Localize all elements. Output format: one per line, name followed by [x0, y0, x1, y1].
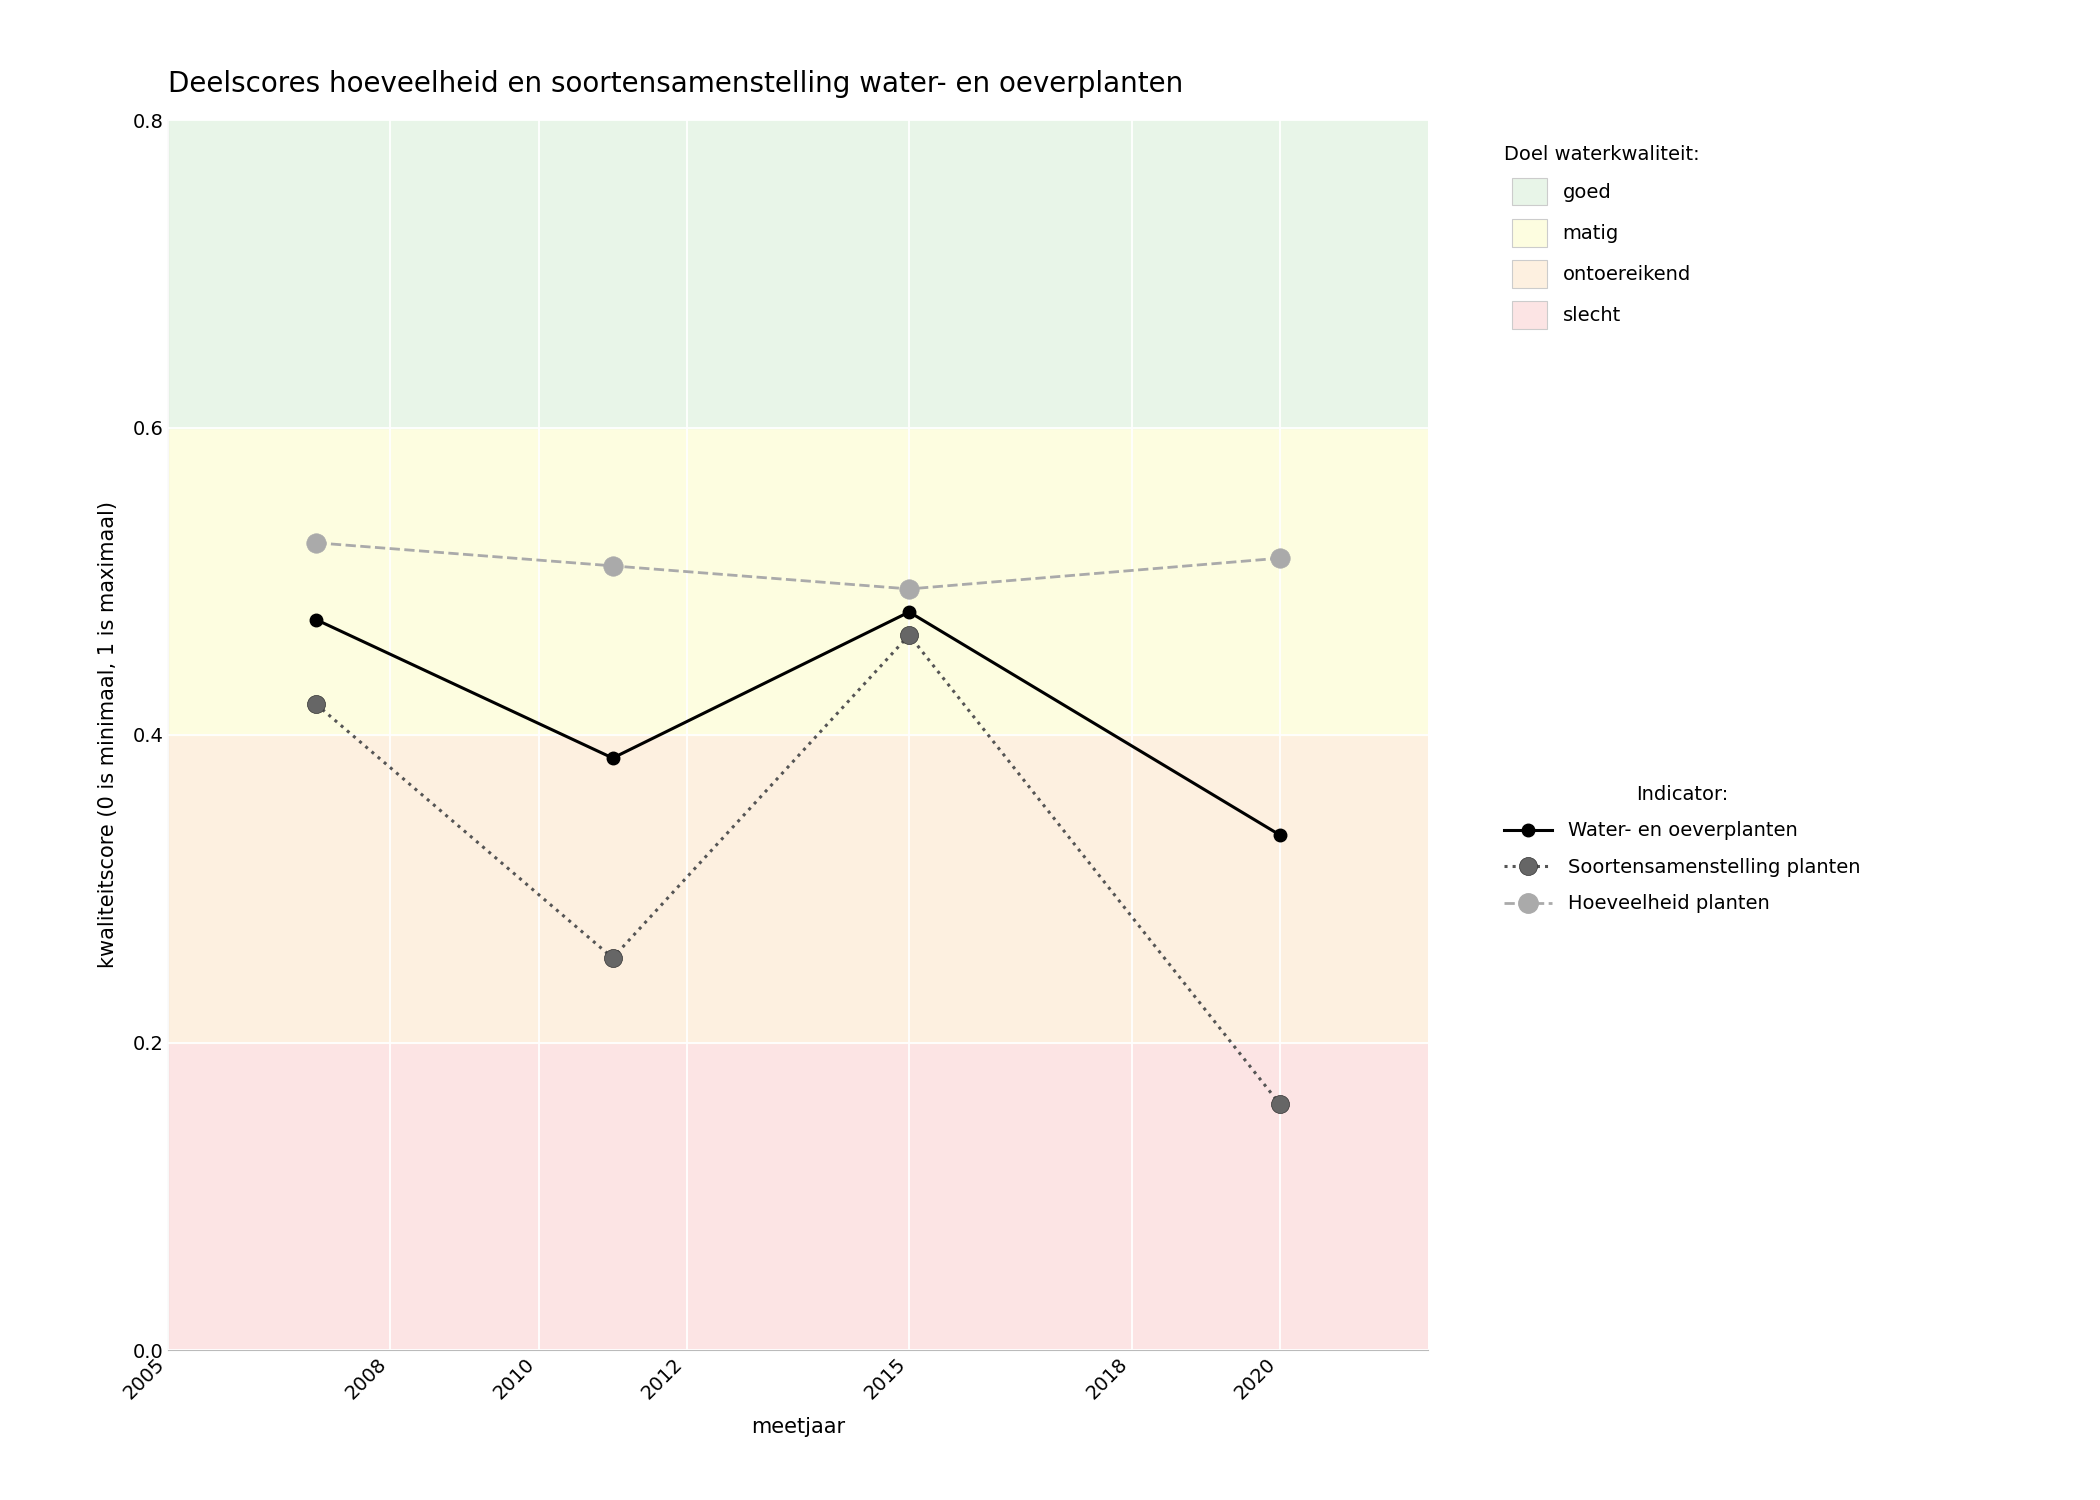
Bar [168, 1042, 1428, 1350]
Bar [168, 120, 1428, 427]
Bar [168, 427, 1428, 735]
Text: Deelscores hoeveelheid en soortensamenstelling water- en oeverplanten: Deelscores hoeveelheid en soortensamenst… [168, 70, 1182, 98]
X-axis label: meetjaar: meetjaar [752, 1418, 844, 1437]
Y-axis label: kwaliteitscore (0 is minimaal, 1 is maximaal): kwaliteitscore (0 is minimaal, 1 is maxi… [99, 501, 118, 969]
Legend: Water- en oeverplanten, Soortensamenstelling planten, Hoeveelheid planten: Water- en oeverplanten, Soortensamenstel… [1489, 770, 1875, 928]
Bar [168, 735, 1428, 1042]
